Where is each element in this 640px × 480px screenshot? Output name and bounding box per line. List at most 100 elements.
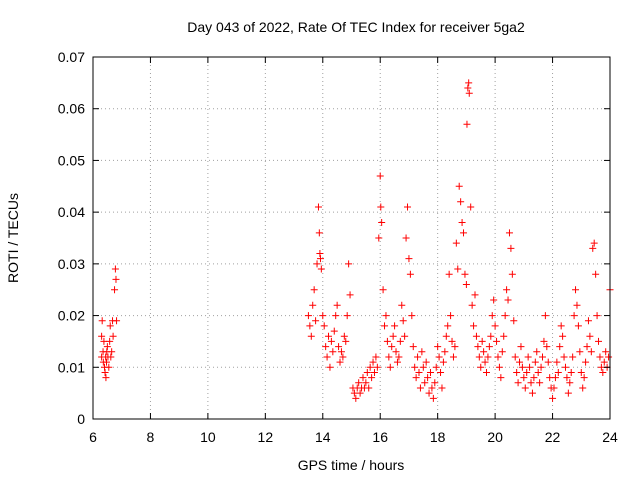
data-point xyxy=(379,286,387,294)
data-point xyxy=(316,250,324,258)
data-point xyxy=(112,275,120,283)
data-point xyxy=(320,322,328,330)
data-point xyxy=(411,363,419,371)
data-point xyxy=(439,358,447,366)
data-point xyxy=(460,229,468,237)
data-point xyxy=(105,363,113,371)
data-point xyxy=(569,353,577,361)
data-point xyxy=(526,363,534,371)
data-point xyxy=(517,343,525,351)
data-point xyxy=(368,374,376,382)
data-point xyxy=(323,353,331,361)
plot-frame xyxy=(92,56,611,420)
data-point xyxy=(508,270,516,278)
data-point xyxy=(445,270,453,278)
data-point xyxy=(103,343,111,351)
x-tick-label: 12 xyxy=(258,429,274,445)
data-point xyxy=(572,286,580,294)
data-point xyxy=(557,322,565,330)
data-point xyxy=(554,368,562,376)
data-point xyxy=(444,322,452,330)
data-point xyxy=(408,312,416,320)
data-point xyxy=(363,368,371,376)
x-axis-ticks: 6 8 10 12 14 16 18 20 22 24 xyxy=(89,57,618,445)
y-axis-ticks: 0 0.01 0.02 0.03 0.04 0.05 0.06 0.07 xyxy=(58,49,610,427)
data-point xyxy=(586,332,594,340)
data-point xyxy=(373,363,381,371)
data-point xyxy=(468,301,476,309)
data-point xyxy=(556,343,564,351)
data-point xyxy=(370,368,378,376)
x-tick-label: 14 xyxy=(315,429,331,445)
data-point xyxy=(381,322,389,330)
data-point xyxy=(543,343,551,351)
data-point xyxy=(109,332,117,340)
data-point xyxy=(447,312,455,320)
data-point xyxy=(111,265,119,273)
x-tick-label: 8 xyxy=(147,429,155,445)
data-point xyxy=(429,394,437,402)
data-point xyxy=(462,281,470,289)
data-point xyxy=(485,343,493,351)
data-point xyxy=(372,353,380,361)
data-point xyxy=(312,317,320,325)
data-point xyxy=(391,322,399,330)
data-point xyxy=(326,363,334,371)
data-point xyxy=(524,353,532,361)
data-point xyxy=(399,317,407,325)
data-point xyxy=(304,312,312,320)
y-tick-label: 0.05 xyxy=(58,152,85,168)
data-point xyxy=(497,374,505,382)
data-point xyxy=(355,379,363,387)
data-point xyxy=(314,203,322,211)
data-point xyxy=(382,312,390,320)
x-tick-label: 16 xyxy=(372,429,388,445)
data-point xyxy=(582,358,590,366)
data-point xyxy=(567,368,575,376)
data-point xyxy=(455,182,463,190)
data-point xyxy=(596,353,604,361)
data-point xyxy=(332,312,340,320)
data-point xyxy=(422,358,430,366)
data-point xyxy=(490,296,498,304)
data-point xyxy=(383,337,391,345)
data-point xyxy=(333,301,341,309)
data-point xyxy=(513,368,521,376)
data-point xyxy=(553,358,561,366)
data-point xyxy=(108,348,116,356)
data-point xyxy=(419,363,427,371)
data-point xyxy=(359,374,367,382)
data-point xyxy=(458,218,466,226)
data-point xyxy=(465,89,473,97)
data-point xyxy=(378,218,386,226)
data-point xyxy=(590,239,598,247)
data-point xyxy=(452,239,460,247)
data-point xyxy=(448,337,456,345)
data-point xyxy=(561,363,569,371)
data-point xyxy=(435,353,443,361)
data-point xyxy=(592,270,600,278)
data-point xyxy=(106,337,114,345)
data-point xyxy=(385,353,393,361)
data-point xyxy=(437,368,445,376)
data-point xyxy=(521,384,529,392)
y-tick-label: 0.04 xyxy=(58,204,85,220)
data-point xyxy=(518,363,526,371)
data-point xyxy=(369,358,377,366)
data-point xyxy=(340,332,348,340)
data-point xyxy=(432,363,440,371)
data-point xyxy=(392,348,400,356)
x-tick-label: 22 xyxy=(545,429,561,445)
data-point xyxy=(495,363,503,371)
y-tick-label: 0.03 xyxy=(58,256,85,272)
data-point xyxy=(396,337,404,345)
data-point xyxy=(503,286,511,294)
x-tick-label: 10 xyxy=(200,429,216,445)
data-point xyxy=(584,317,592,325)
data-point xyxy=(587,348,595,356)
data-point xyxy=(315,229,323,237)
data-point xyxy=(393,358,401,366)
data-point xyxy=(376,172,384,180)
data-point xyxy=(530,374,538,382)
data-point xyxy=(539,353,547,361)
